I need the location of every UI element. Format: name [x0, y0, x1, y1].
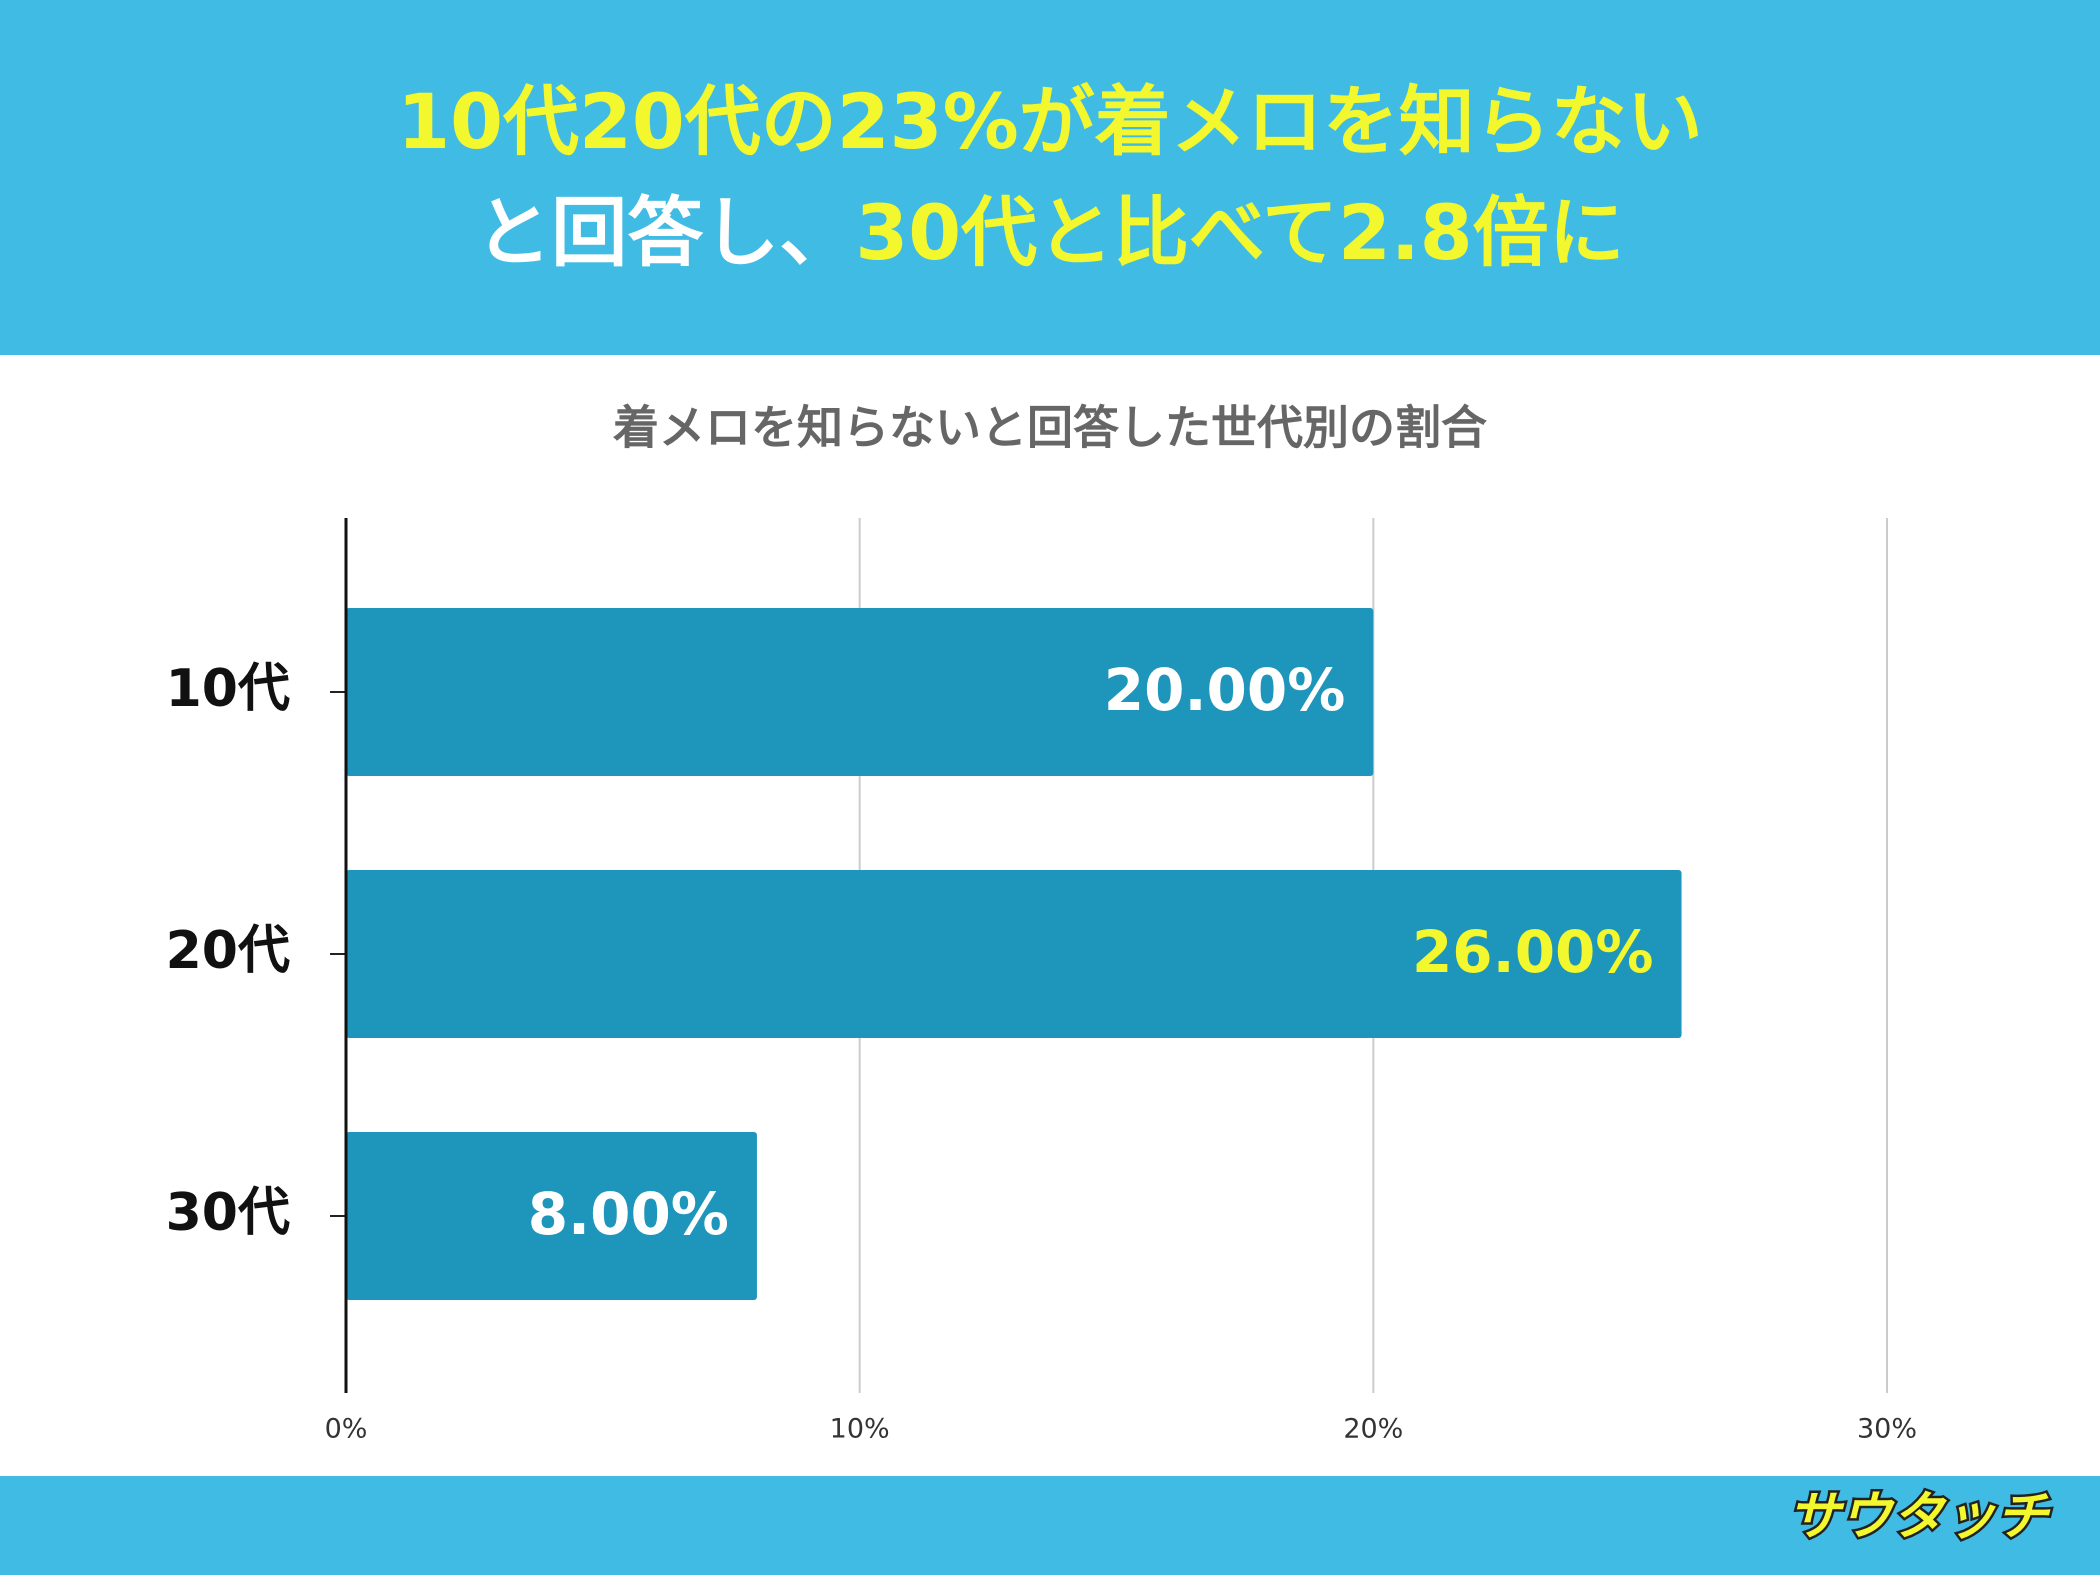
header-band — [0, 0, 2100, 355]
value-label: 26.00% — [1412, 918, 1654, 986]
y-tick-label: 30代 — [166, 1183, 290, 1243]
headline: 10代20代の23%が着メロを知らない — [397, 77, 1702, 166]
headline-part: 30代と比べて2.8倍に — [855, 188, 1624, 277]
x-tick-label: 10% — [830, 1414, 890, 1445]
value-label: 8.00% — [528, 1180, 729, 1248]
y-tick-label: 20代 — [166, 921, 290, 981]
x-tick-label: 30% — [1857, 1414, 1917, 1445]
headline: と回答し、30代と比べて2.8倍に — [475, 188, 1624, 277]
x-tick-label: 0% — [325, 1414, 368, 1445]
y-tick-label: 10代 — [166, 659, 290, 719]
chart-title: 着メロを知らないと回答した世代別の割合 — [613, 401, 1487, 455]
headline-part: と回答し、 — [475, 188, 855, 277]
logo: サウタッチ — [1785, 1485, 2053, 1550]
x-tick-label: 20% — [1343, 1414, 1403, 1445]
bar — [346, 1132, 757, 1300]
value-label: 20.00% — [1104, 656, 1346, 724]
bar — [346, 608, 1374, 776]
logo-text: サウタッチ — [1788, 1487, 2051, 1547]
footer-band — [0, 1476, 2100, 1575]
bar — [346, 870, 1682, 1038]
